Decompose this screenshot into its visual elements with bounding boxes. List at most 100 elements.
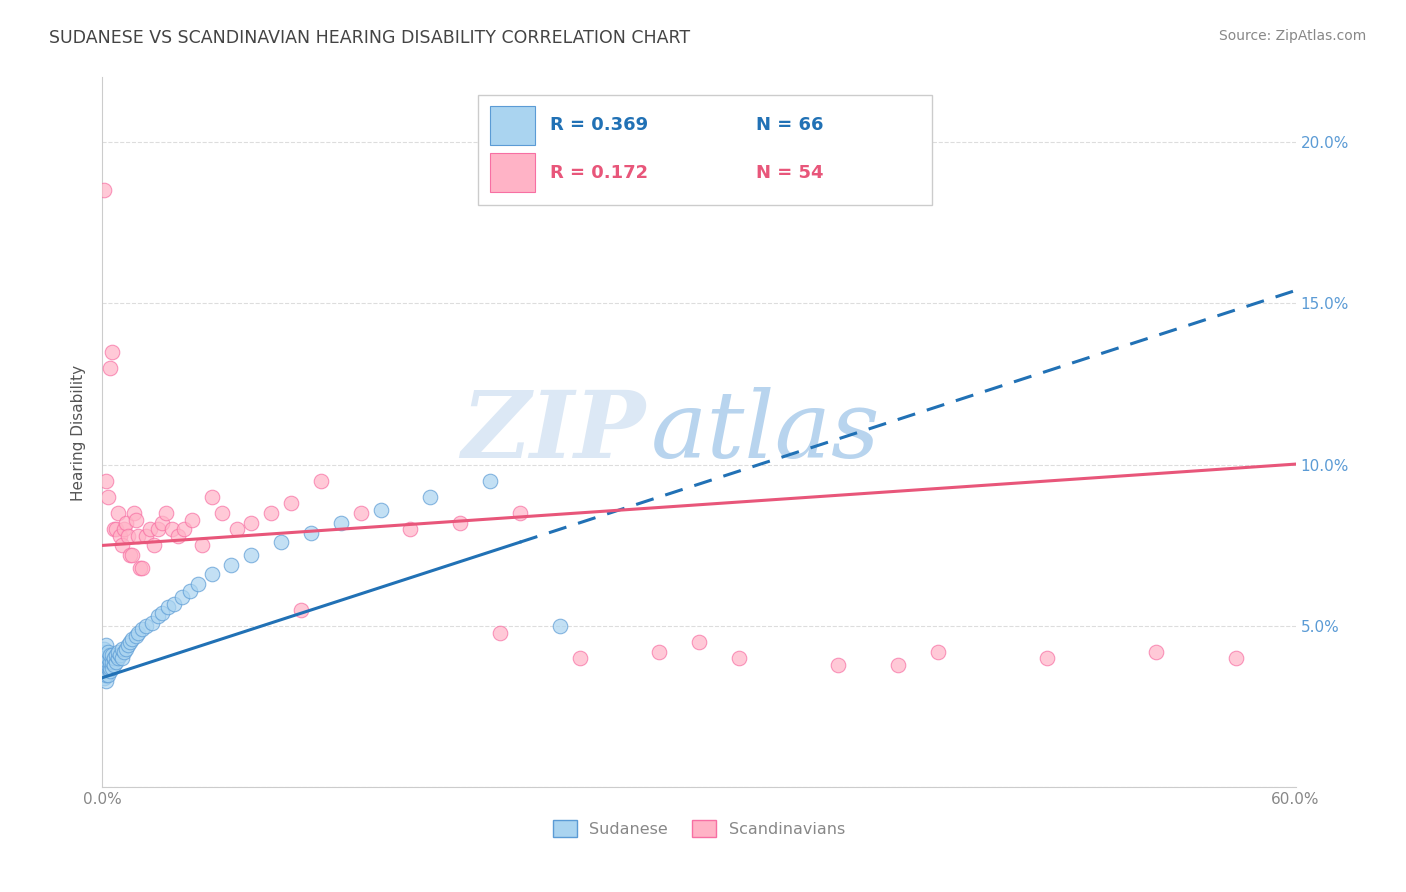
Point bbox=[1225, 651, 1247, 665]
Point bbox=[93, 645, 115, 659]
Point bbox=[180, 513, 202, 527]
Point bbox=[179, 583, 201, 598]
Point bbox=[111, 538, 134, 552]
Point bbox=[107, 651, 129, 665]
Point bbox=[93, 661, 115, 675]
Point bbox=[127, 529, 149, 543]
Point bbox=[727, 651, 749, 665]
Point bbox=[93, 648, 115, 662]
Point bbox=[173, 522, 195, 536]
Point bbox=[93, 651, 115, 665]
Point bbox=[96, 657, 118, 672]
Point bbox=[125, 513, 148, 527]
Point bbox=[97, 657, 120, 672]
Point bbox=[290, 603, 312, 617]
Point bbox=[688, 635, 710, 649]
Point bbox=[479, 474, 502, 488]
Point bbox=[112, 522, 135, 536]
Point bbox=[166, 529, 188, 543]
Point bbox=[1036, 651, 1059, 665]
Point bbox=[103, 522, 125, 536]
Point bbox=[146, 522, 169, 536]
Point bbox=[370, 503, 392, 517]
Point bbox=[1144, 645, 1167, 659]
Point bbox=[105, 522, 128, 536]
Text: R = 0.369: R = 0.369 bbox=[550, 116, 648, 135]
Point bbox=[97, 661, 120, 675]
Point bbox=[117, 639, 139, 653]
Point bbox=[97, 645, 120, 659]
Point bbox=[260, 506, 283, 520]
Point bbox=[329, 516, 352, 530]
Point bbox=[97, 667, 120, 681]
Point bbox=[107, 645, 129, 659]
Legend: Sudanese, Scandinavians: Sudanese, Scandinavians bbox=[547, 814, 852, 844]
Point bbox=[131, 623, 153, 637]
Point bbox=[121, 548, 143, 562]
Point bbox=[115, 516, 138, 530]
Point bbox=[96, 667, 118, 681]
Point bbox=[115, 641, 138, 656]
Point bbox=[97, 651, 120, 665]
Text: Source: ZipAtlas.com: Source: ZipAtlas.com bbox=[1219, 29, 1367, 43]
Point bbox=[299, 525, 322, 540]
Point bbox=[350, 506, 373, 520]
Point bbox=[150, 516, 173, 530]
Point bbox=[98, 648, 121, 662]
Point bbox=[509, 506, 531, 520]
Point bbox=[93, 641, 115, 656]
Point bbox=[127, 625, 149, 640]
Point bbox=[103, 657, 125, 672]
Point bbox=[187, 577, 209, 591]
Point bbox=[97, 490, 120, 504]
Point bbox=[101, 661, 124, 675]
Point bbox=[96, 673, 118, 688]
Point bbox=[160, 522, 183, 536]
Point bbox=[120, 548, 142, 562]
Point bbox=[135, 529, 157, 543]
Point bbox=[125, 629, 148, 643]
Point bbox=[139, 522, 162, 536]
FancyBboxPatch shape bbox=[491, 153, 536, 193]
Point bbox=[111, 651, 134, 665]
Point bbox=[135, 619, 157, 633]
Point bbox=[270, 535, 292, 549]
Point bbox=[131, 561, 153, 575]
Y-axis label: Hearing Disability: Hearing Disability bbox=[72, 365, 86, 500]
Point bbox=[170, 590, 193, 604]
Point bbox=[240, 516, 263, 530]
Point bbox=[129, 561, 152, 575]
Text: SUDANESE VS SCANDINAVIAN HEARING DISABILITY CORRELATION CHART: SUDANESE VS SCANDINAVIAN HEARING DISABIL… bbox=[49, 29, 690, 46]
Point bbox=[107, 506, 129, 520]
Point bbox=[98, 665, 121, 679]
Point bbox=[155, 506, 177, 520]
Point bbox=[163, 597, 186, 611]
Point bbox=[108, 529, 131, 543]
Point bbox=[120, 635, 142, 649]
Point bbox=[141, 615, 163, 630]
Point bbox=[98, 360, 121, 375]
Point bbox=[101, 648, 124, 662]
Point bbox=[93, 671, 115, 685]
Point bbox=[93, 665, 115, 679]
Point bbox=[101, 344, 124, 359]
Point bbox=[98, 655, 121, 669]
Point bbox=[93, 655, 115, 669]
Text: N = 54: N = 54 bbox=[756, 164, 824, 182]
Point bbox=[489, 625, 512, 640]
Point bbox=[96, 639, 118, 653]
Point bbox=[112, 645, 135, 659]
Point bbox=[399, 522, 422, 536]
Point bbox=[226, 522, 249, 536]
Point bbox=[108, 648, 131, 662]
Point bbox=[111, 641, 134, 656]
Point bbox=[201, 490, 224, 504]
Point bbox=[121, 632, 143, 646]
Point bbox=[93, 657, 115, 672]
Point bbox=[449, 516, 471, 530]
Point bbox=[96, 648, 118, 662]
Point bbox=[240, 548, 263, 562]
Point bbox=[105, 648, 128, 662]
Point bbox=[201, 567, 224, 582]
Point bbox=[101, 655, 124, 669]
